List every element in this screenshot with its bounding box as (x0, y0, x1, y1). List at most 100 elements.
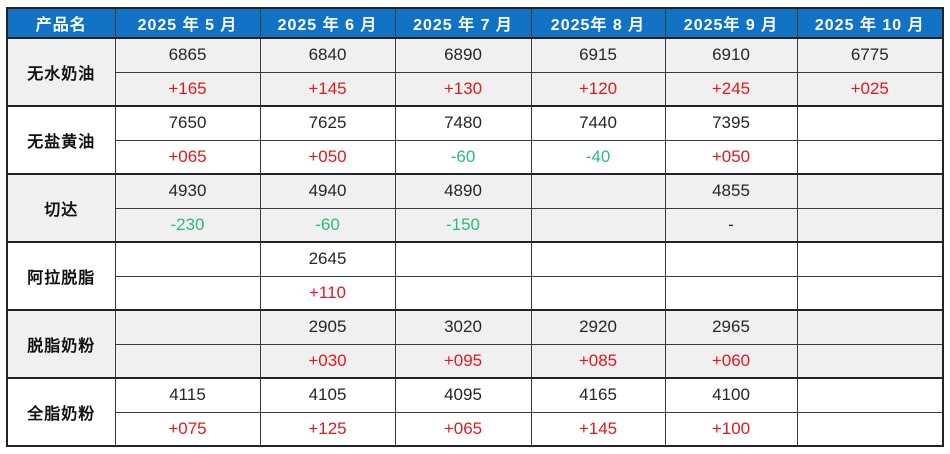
dairy-price-table: 产品名 2025 年 5 月 2025 年 6 月 2025 年 7 月 202… (6, 7, 944, 447)
price-cell: 2965 (664, 309, 798, 345)
change-cell: +145 (530, 411, 666, 447)
price-cell: 4930 (114, 173, 261, 209)
change-cell (796, 207, 944, 243)
month-header-july: 2025 年 7 月 (394, 7, 532, 39)
change-cell (114, 343, 261, 379)
price-cell (114, 241, 261, 277)
change-cell: +095 (394, 343, 532, 379)
price-cell: 4890 (394, 173, 532, 209)
month-header-october: 2025 年 10 月 (796, 7, 944, 39)
price-cell: 6915 (530, 37, 666, 73)
change-cell: +100 (664, 411, 798, 447)
month-header-may: 2025 年 5 月 (114, 7, 261, 39)
change-cell: - (664, 207, 798, 243)
change-cell: +130 (394, 71, 532, 107)
change-cell: +060 (664, 343, 798, 379)
price-cell: 4095 (394, 377, 532, 413)
change-row: +165 +145 +130 +120 +245 +025 (7, 71, 944, 107)
price-cell: 4855 (664, 173, 798, 209)
change-cell: +025 (796, 71, 944, 107)
price-cell (796, 309, 944, 345)
price-row: 无水奶油 6865 6840 6890 6915 6910 6775 (6, 37, 944, 107)
change-cell (664, 275, 798, 311)
change-cell (530, 275, 666, 311)
price-cell (530, 241, 666, 277)
price-row: 全脂奶粉 4115 4105 4095 4165 4100 (6, 377, 944, 447)
change-cell (796, 139, 944, 175)
change-cell: -150 (394, 207, 532, 243)
price-cell: 7395 (664, 105, 798, 141)
price-cell: 4940 (259, 173, 396, 209)
change-cell: +165 (114, 71, 261, 107)
product-name-cell: 全脂奶粉 (6, 377, 116, 447)
change-cell (114, 275, 261, 311)
price-cell: 4100 (664, 377, 798, 413)
price-cell: 6910 (664, 37, 798, 73)
change-cell (530, 207, 666, 243)
change-cell: +120 (530, 71, 666, 107)
change-row: +110 (7, 275, 944, 311)
price-cell (796, 377, 944, 413)
change-cell: +085 (530, 343, 666, 379)
header-row: 产品名 2025 年 5 月 2025 年 6 月 2025 年 7 月 202… (6, 7, 944, 39)
price-row: 阿拉脱脂 2645 (6, 241, 944, 311)
price-cell (796, 105, 944, 141)
change-cell (796, 411, 944, 447)
change-cell: +050 (259, 139, 396, 175)
change-cell: +110 (259, 275, 396, 311)
price-cell: 4115 (114, 377, 261, 413)
month-header-june: 2025 年 6 月 (259, 7, 396, 39)
change-cell: +065 (114, 139, 261, 175)
price-cell (796, 241, 944, 277)
price-cell: 2645 (259, 241, 396, 277)
price-cell: 6865 (114, 37, 261, 73)
change-cell: -60 (394, 139, 532, 175)
price-cell: 2905 (259, 309, 396, 345)
price-cell (664, 241, 798, 277)
change-row: +030 +095 +085 +060 (7, 343, 944, 379)
price-cell: 6890 (394, 37, 532, 73)
price-row: 无盐黄油 7650 7625 7480 7440 7395 (6, 105, 944, 175)
month-header-september: 2025年 9 月 (664, 7, 798, 39)
change-cell: -40 (530, 139, 666, 175)
change-cell: +065 (394, 411, 532, 447)
change-row: -230 -60 -150 - (7, 207, 944, 243)
change-cell (796, 343, 944, 379)
product-name-cell: 无水奶油 (6, 37, 116, 107)
change-cell (796, 275, 944, 311)
price-cell (114, 309, 261, 345)
change-cell: -230 (114, 207, 261, 243)
price-cell: 3020 (394, 309, 532, 345)
month-header-august: 2025年 8 月 (530, 7, 666, 39)
change-cell: +075 (114, 411, 261, 447)
price-cell (796, 173, 944, 209)
price-cell: 7650 (114, 105, 261, 141)
product-name-cell: 无盐黄油 (6, 105, 116, 175)
change-cell: +050 (664, 139, 798, 175)
product-name-cell: 切达 (6, 173, 116, 243)
product-name-cell: 阿拉脱脂 (6, 241, 116, 311)
price-cell: 2920 (530, 309, 666, 345)
table-header: 产品名 2025 年 5 月 2025 年 6 月 2025 年 7 月 202… (6, 7, 944, 39)
price-row: 脱脂奶粉 2905 3020 2920 2965 (6, 309, 944, 379)
price-cell: 7440 (530, 105, 666, 141)
change-cell (394, 275, 532, 311)
price-row: 切达 4930 4940 4890 4855 (6, 173, 944, 243)
change-cell: -60 (259, 207, 396, 243)
price-cell: 7480 (394, 105, 532, 141)
change-row: +065 +050 -60 -40 +050 (7, 139, 944, 175)
product-name-header: 产品名 (6, 7, 116, 39)
change-cell: +245 (664, 71, 798, 107)
change-cell: +145 (259, 71, 396, 107)
price-cell (394, 241, 532, 277)
price-cell: 6775 (796, 37, 944, 73)
change-row: +075 +125 +065 +145 +100 (7, 411, 944, 447)
product-name-cell: 脱脂奶粉 (6, 309, 116, 379)
price-cell: 4105 (259, 377, 396, 413)
table-body: 无水奶油 6865 6840 6890 6915 6910 6775 +165 +145 +130… (6, 37, 944, 447)
price-cell (530, 173, 666, 209)
price-cell: 4165 (530, 377, 666, 413)
change-cell: +125 (259, 411, 396, 447)
price-cell: 6840 (259, 37, 396, 73)
